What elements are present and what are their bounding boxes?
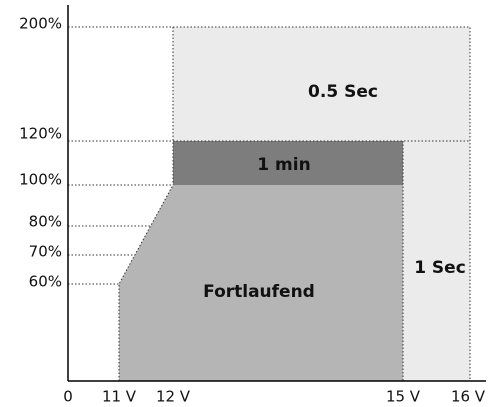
y-label: 60% [29, 273, 62, 291]
x-label: 0 [63, 388, 73, 406]
y-label: 80% [29, 213, 62, 231]
region-label: Fortlaufend [203, 282, 315, 302]
y-label: 100% [19, 171, 62, 189]
region-label: 1 Sec [414, 258, 466, 278]
x-label: 12 V [156, 388, 191, 406]
region-label: 0.5 Sec [308, 82, 378, 102]
x-label: 11 V [102, 388, 137, 406]
y-label: 200% [19, 15, 62, 33]
region-minute [173, 141, 403, 185]
guide-200 [68, 26, 471, 381]
region-label: 1 min [257, 155, 310, 175]
guide-slope [118, 184, 174, 381]
region-short [173, 27, 470, 141]
guide-lines [68, 26, 471, 381]
x-label: 15 V [386, 388, 421, 406]
x-label: 16 V [451, 388, 486, 406]
region-continuous [119, 185, 403, 381]
region-long [403, 141, 470, 381]
y-label: 120% [19, 125, 62, 143]
y-label: 70% [29, 243, 62, 261]
